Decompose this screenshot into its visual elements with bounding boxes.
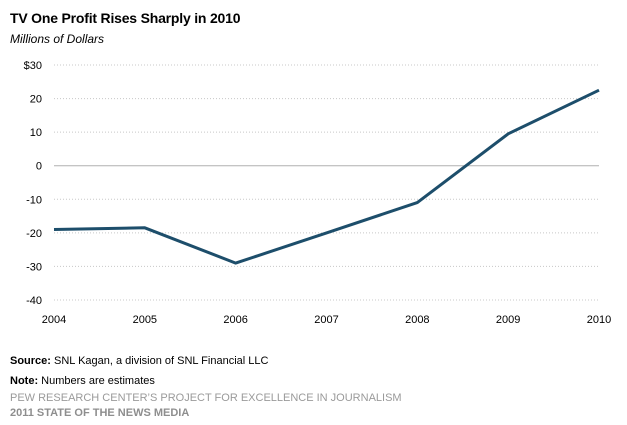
y-axis-tick-labels: $30 20 10 0 -10 -20 -30 -40 xyxy=(24,60,42,307)
y-tick-label: -30 xyxy=(26,261,42,273)
x-tick-label: 2006 xyxy=(223,314,247,326)
grid-lines xyxy=(54,64,599,301)
y-tick-label: 0 xyxy=(36,161,42,173)
y-tick-label: 10 xyxy=(30,127,42,139)
source-text: SNL Kagan, a division of SNL Financial L… xyxy=(50,355,269,367)
x-tick-label: 2004 xyxy=(42,314,66,326)
note-label: Note: xyxy=(10,375,39,387)
y-tick-label: -10 xyxy=(26,194,42,206)
x-tick-label: 2010 xyxy=(587,314,611,326)
series-line xyxy=(53,88,600,265)
note-line: Note: Numbers are estimates xyxy=(10,375,155,387)
y-tick-label: $30 xyxy=(24,60,42,72)
chart-subtitle: Millions of Dollars xyxy=(10,32,105,46)
x-tick-label: 2009 xyxy=(496,314,520,326)
chart-title: TV One Profit Rises Sharply in 2010 xyxy=(10,10,241,26)
series-group xyxy=(53,88,600,265)
x-tick-label: 2008 xyxy=(405,314,429,326)
y-tick-label: -40 xyxy=(26,295,42,307)
x-tick-label: 2005 xyxy=(133,314,157,326)
x-axis-tick-labels: 2004 2005 2006 2007 2008 2009 2010 xyxy=(42,314,611,326)
source-label: Source: xyxy=(10,355,51,367)
source-line: Source: SNL Kagan, a division of SNL Fin… xyxy=(10,355,268,367)
credit-line-1: PEW RESEARCH CENTER’S PROJECT FOR EXCELL… xyxy=(10,392,402,404)
x-tick-label: 2007 xyxy=(314,314,338,326)
y-tick-label: 20 xyxy=(30,94,42,106)
credit-line-2: 2011 STATE OF THE NEWS MEDIA xyxy=(10,407,190,419)
note-text: Numbers are estimates xyxy=(38,375,155,387)
y-tick-label: -20 xyxy=(26,228,42,240)
